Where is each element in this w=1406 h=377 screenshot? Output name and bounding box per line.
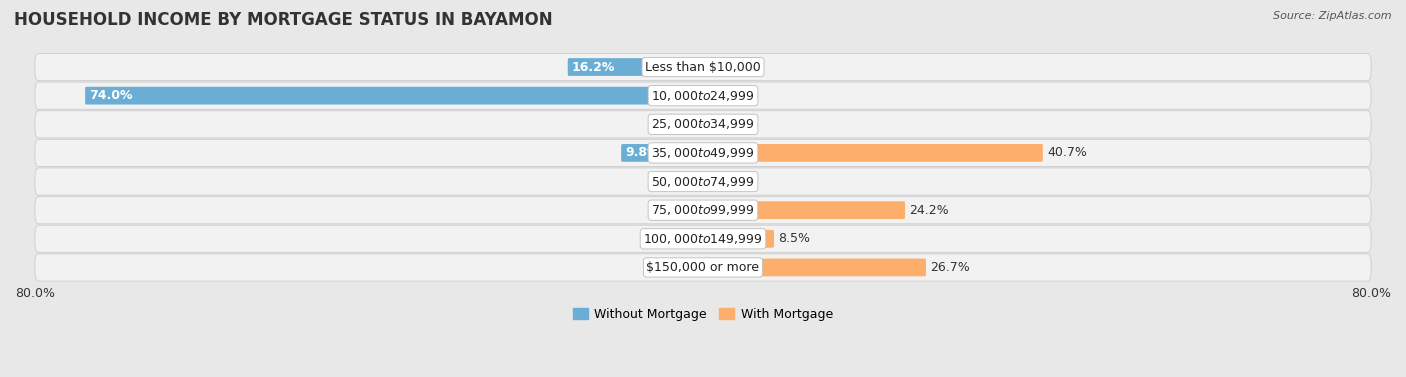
FancyBboxPatch shape [35,225,1371,253]
Text: $35,000 to $49,999: $35,000 to $49,999 [651,146,755,160]
Text: $50,000 to $74,999: $50,000 to $74,999 [651,175,755,188]
FancyBboxPatch shape [86,87,703,104]
Text: $25,000 to $34,999: $25,000 to $34,999 [651,117,755,131]
Text: Source: ZipAtlas.com: Source: ZipAtlas.com [1274,11,1392,21]
Text: 0.0%: 0.0% [658,261,690,274]
Text: 0.0%: 0.0% [716,118,748,131]
FancyBboxPatch shape [35,139,1371,167]
FancyBboxPatch shape [35,54,1371,81]
FancyBboxPatch shape [703,201,905,219]
Text: 0.0%: 0.0% [716,175,748,188]
Text: $75,000 to $99,999: $75,000 to $99,999 [651,203,755,217]
FancyBboxPatch shape [35,82,1371,109]
FancyBboxPatch shape [703,144,1043,162]
Text: 40.7%: 40.7% [1047,146,1087,159]
Text: 8.5%: 8.5% [778,232,810,245]
Text: 16.2%: 16.2% [572,61,616,74]
Text: 0.0%: 0.0% [716,61,748,74]
FancyBboxPatch shape [35,111,1371,138]
Text: 0.0%: 0.0% [658,118,690,131]
Text: 9.8%: 9.8% [626,146,659,159]
Text: HOUSEHOLD INCOME BY MORTGAGE STATUS IN BAYAMON: HOUSEHOLD INCOME BY MORTGAGE STATUS IN B… [14,11,553,29]
FancyBboxPatch shape [621,144,703,162]
Text: 0.0%: 0.0% [658,232,690,245]
FancyBboxPatch shape [703,259,927,276]
FancyBboxPatch shape [35,254,1371,281]
Text: Less than $10,000: Less than $10,000 [645,61,761,74]
FancyBboxPatch shape [568,58,703,76]
Text: $150,000 or more: $150,000 or more [647,261,759,274]
Text: 0.0%: 0.0% [658,204,690,217]
Text: 74.0%: 74.0% [89,89,132,102]
Text: 0.0%: 0.0% [658,175,690,188]
Legend: Without Mortgage, With Mortgage: Without Mortgage, With Mortgage [568,303,838,326]
FancyBboxPatch shape [703,230,773,248]
FancyBboxPatch shape [35,168,1371,195]
Text: $100,000 to $149,999: $100,000 to $149,999 [644,232,762,246]
Text: 26.7%: 26.7% [931,261,970,274]
Text: 24.2%: 24.2% [910,204,949,217]
FancyBboxPatch shape [35,196,1371,224]
Text: 0.0%: 0.0% [716,89,748,102]
Text: $10,000 to $24,999: $10,000 to $24,999 [651,89,755,103]
